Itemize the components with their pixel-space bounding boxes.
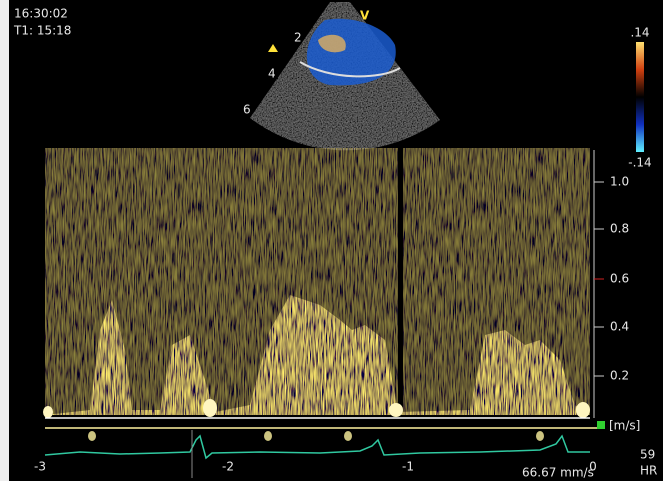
depth-label: 2 (294, 31, 302, 45)
depth-label: 4 (268, 67, 276, 81)
velocity-tick-label: 0.6 (610, 272, 629, 286)
sector-label: V (360, 9, 370, 23)
time-tick-label: -3 (34, 460, 46, 474)
time-tick-label: -1 (402, 460, 414, 474)
ultrasound-screen: 16:30:02 T1: 15:18 V 2 4 6 .14 -.14 1.0 … (0, 0, 663, 481)
t1-time: T1: 15:18 (13, 24, 71, 38)
time-tick-label: -2 (222, 460, 234, 474)
color-scale-bottom: -.14 (628, 156, 651, 170)
velocity-unit: [m/s] (609, 419, 640, 433)
velocity-tick-label: 1.0 (610, 175, 629, 189)
depth-label: 6 (243, 103, 251, 117)
left-border (0, 0, 9, 481)
color-scale (636, 42, 644, 152)
velocity-tick-label: 0.2 (610, 369, 629, 383)
velocity-tick-label: 0.4 (610, 320, 629, 334)
color-scale-top: .14 (630, 26, 649, 40)
page: 16:30:02 T1: 15:18 V 2 4 6 .14 -.14 1.0 … (0, 0, 663, 481)
heart-rate-value: 59 (640, 448, 655, 462)
baseline-marker (597, 421, 605, 429)
clock: 16:30:02 (14, 7, 68, 21)
velocity-tick-label: 0.8 (610, 222, 629, 236)
spectrum-dropout (398, 148, 403, 410)
heart-rate-label: HR (640, 464, 657, 478)
sweep-speed: 66.67 mm/s (522, 466, 594, 480)
